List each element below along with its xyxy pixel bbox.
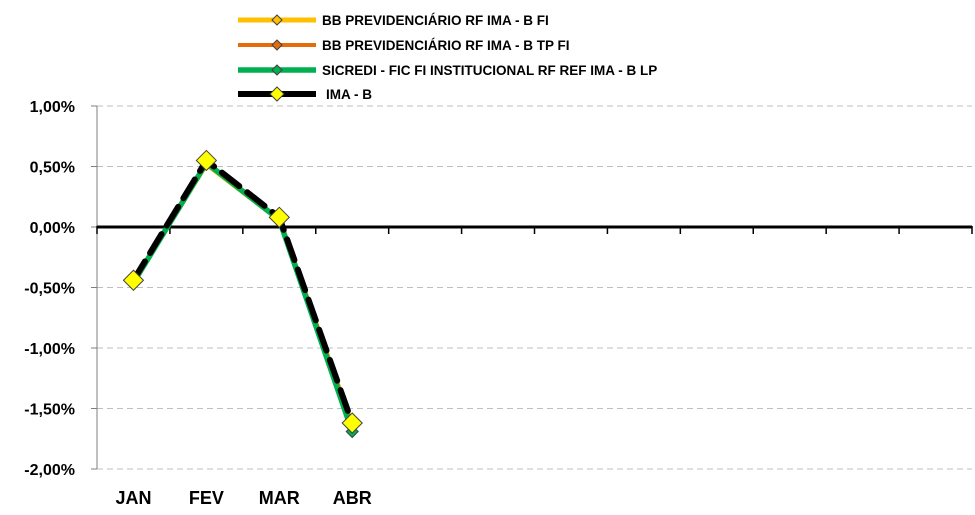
y-tick-label: -0,50% <box>24 281 75 298</box>
legend-marker <box>271 64 283 76</box>
legend-marker <box>271 14 283 26</box>
series-line <box>130 157 356 427</box>
series-lines <box>122 149 363 439</box>
legend-label: IMA - B <box>326 87 372 102</box>
x-tick-label: JAN <box>115 488 151 508</box>
data-point-marker <box>195 149 218 172</box>
data-point-marker <box>122 269 145 291</box>
legend-label: BB PREVIDENCIÁRIO RF IMA - B TP FI <box>322 38 570 53</box>
series-line <box>130 161 355 428</box>
data-point-marker <box>341 412 363 434</box>
legend: BB PREVIDENCIÁRIO RF IMA - B FI BB PREVID… <box>238 13 657 102</box>
y-tick-label: -1,50% <box>24 402 75 419</box>
series-line <box>131 160 355 428</box>
x-tick-label: MAR <box>259 488 300 508</box>
y-tick-label: -1,00% <box>24 341 75 358</box>
x-tick-labels: JAN FEV MAR ABR <box>115 488 371 508</box>
y-tick-label: 0,50% <box>30 160 75 177</box>
legend-marker <box>271 39 283 51</box>
y-tick-label: 0,00% <box>30 220 75 237</box>
x-tick-label: FEV <box>189 488 224 508</box>
data-point-marker <box>268 206 290 229</box>
series-line <box>130 160 355 435</box>
y-tick-label: -2,00% <box>24 462 75 479</box>
legend-label: SICREDI - FIC FI INSTITUCIONAL RF REF IM… <box>322 63 657 78</box>
legend-marker <box>269 86 285 102</box>
y-tick-label: 1,00% <box>30 99 75 116</box>
legend-label: BB PREVIDENCIÁRIO RF IMA - B FI <box>322 13 549 28</box>
gridlines <box>97 105 972 470</box>
axes <box>91 105 973 470</box>
x-tick-label: ABR <box>333 488 372 508</box>
y-tick-labels: 1,00% 0,50% 0,00% -0,50% -1,00% -1,50% -2,00% <box>24 99 75 479</box>
